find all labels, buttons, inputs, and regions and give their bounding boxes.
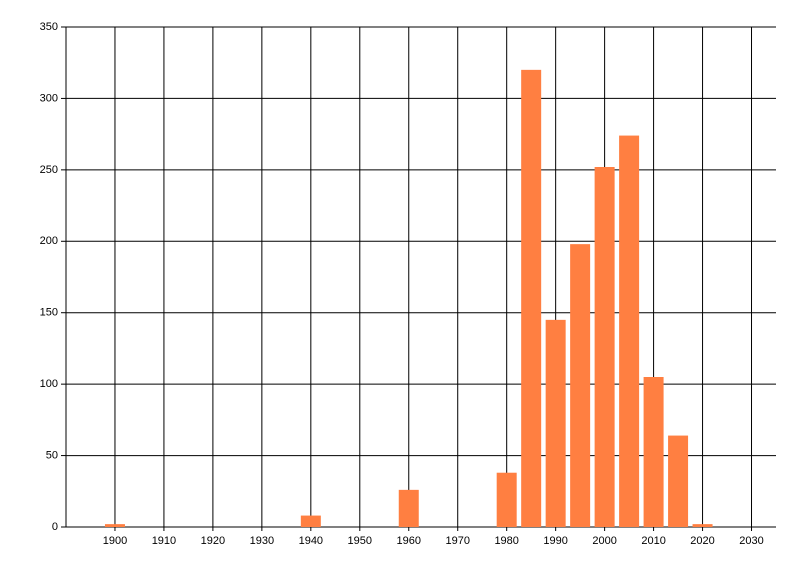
y-tick-label: 200 [40, 235, 58, 247]
y-tick-label: 50 [46, 449, 58, 461]
x-tick-label: 1990 [543, 535, 567, 547]
y-tick-label: 100 [40, 378, 58, 390]
x-tick-label: 1970 [445, 535, 469, 547]
y-tick-label: 150 [40, 307, 58, 319]
x-tick-label: 1920 [201, 535, 225, 547]
x-tick-label: 1960 [397, 535, 421, 547]
x-tick-label: 2020 [690, 535, 714, 547]
bar [619, 135, 640, 528]
y-tick-label: 350 [40, 21, 58, 33]
bar [545, 319, 566, 527]
bar [300, 515, 321, 527]
bar [104, 524, 125, 527]
y-tick-label: 0 [52, 521, 58, 533]
x-tick-label: 1940 [299, 535, 323, 547]
bar [496, 472, 517, 527]
x-tick-label: 1910 [152, 535, 176, 547]
bar [570, 244, 591, 527]
bar [692, 524, 713, 527]
x-tick-label: 1980 [494, 535, 518, 547]
y-tick-label: 300 [40, 92, 58, 104]
bar [643, 377, 664, 527]
x-tick-label: 1930 [250, 535, 274, 547]
x-tick-label: 1950 [348, 535, 372, 547]
x-tick-label: 2030 [739, 535, 763, 547]
bar [594, 167, 615, 527]
bar [521, 69, 542, 527]
bar [398, 489, 419, 527]
x-tick-label: 2010 [641, 535, 665, 547]
x-tick-label: 2000 [592, 535, 616, 547]
y-tick-label: 250 [40, 164, 58, 176]
x-tick-label: 1900 [103, 535, 127, 547]
bar [668, 435, 689, 527]
